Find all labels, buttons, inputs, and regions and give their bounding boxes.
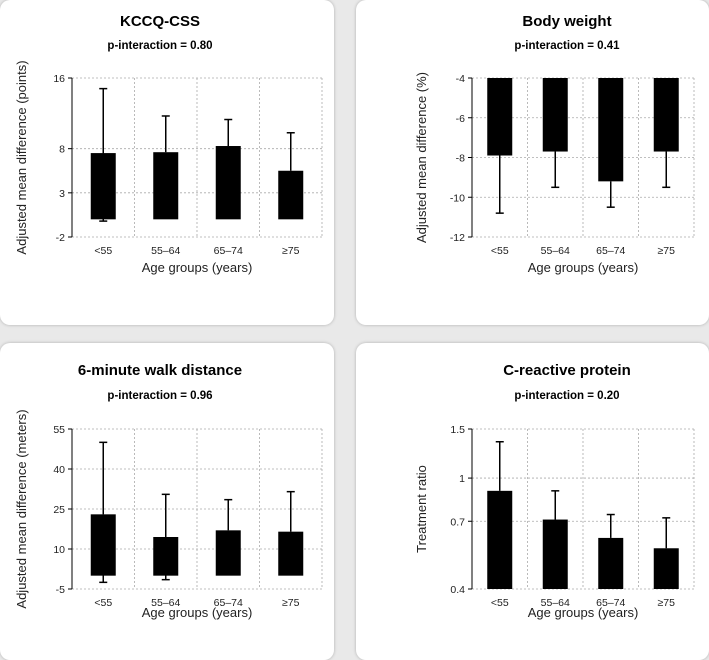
bar (653, 548, 679, 589)
x-tick-label: 55–64 (151, 245, 180, 257)
chart-svg: C-reactive protein p-interaction = 0.20 0.… (414, 362, 695, 620)
bar (487, 490, 513, 589)
x-axis-label: Age groups (years) (142, 605, 253, 620)
bar (598, 78, 624, 182)
x-tick-label: ≥75 (282, 597, 300, 609)
x-axis-label: Age groups (years) (142, 260, 253, 275)
chart-panel-body-weight: Body weight p-interaction = 0.41 -4 -6 -8 -10… (356, 0, 709, 325)
chart-panel-6mwd: 6-minute walk distance p-interaction = 0.… (0, 343, 334, 660)
x-tick-label: 55–64 (151, 597, 180, 609)
y-axis-label: Adjusted mean difference (meters) (14, 409, 29, 608)
y-axis-label: Adjusted mean difference (points) (14, 60, 29, 254)
x-axis-label: Age groups (years) (528, 260, 639, 275)
x-tick-label: 65–74 (596, 597, 625, 609)
x-tick-label: 65–74 (214, 245, 243, 257)
y-tick-label: -4 (456, 73, 465, 85)
bar (153, 152, 179, 220)
chart-title: 6-minute walk distance (78, 362, 242, 379)
x-tick-label: 55–64 (541, 597, 570, 609)
y-tick-label: 3 (59, 188, 65, 200)
y-tick-label: -8 (456, 153, 465, 165)
chart-svg: KCCQ-CSS p-interaction = 0.80 -2 3 8 16 <55 55–… (14, 13, 323, 275)
bar (215, 530, 241, 576)
bar (215, 146, 241, 220)
x-tick-label: <55 (491, 597, 509, 609)
y-tick-label: 10 (53, 544, 65, 556)
x-tick-label: ≥75 (658, 597, 676, 609)
y-tick-label: -2 (56, 232, 65, 244)
y-axis-label: Treatment ratio (414, 465, 429, 553)
x-tick-label: <55 (94, 245, 112, 257)
chart-subtitle: p-interaction = 0.41 (514, 40, 620, 52)
y-tick-label: -12 (450, 232, 465, 244)
y-tick-label: 25 (53, 504, 65, 516)
chart-svg: 6-minute walk distance p-interaction = 0.… (14, 362, 323, 620)
chart-subtitle: p-interaction = 0.80 (107, 40, 212, 52)
y-tick-label: 8 (59, 144, 65, 156)
x-tick-label: <55 (94, 597, 112, 609)
chart-panel-crp: C-reactive protein p-interaction = 0.20 0.… (356, 343, 709, 660)
bar (542, 519, 568, 589)
x-tick-label: ≥75 (658, 245, 676, 257)
x-tick-label: <55 (491, 245, 509, 257)
y-axis-label: Adjusted mean difference (%) (414, 72, 429, 243)
bar (653, 78, 679, 152)
chart-panel-kccq: KCCQ-CSS p-interaction = 0.80 -2 3 8 16 <55 55–… (0, 0, 334, 325)
x-tick-label: 55–64 (541, 245, 570, 257)
chart-svg: Body weight p-interaction = 0.41 -4 -6 -8 -10… (414, 13, 695, 275)
y-tick-label: 55 (53, 424, 65, 436)
y-tick-label: -10 (450, 192, 465, 204)
chart-title: Body weight (522, 13, 611, 30)
chart-title: C-reactive protein (503, 362, 631, 379)
y-tick-label: 16 (53, 73, 65, 85)
x-tick-label: 65–74 (214, 597, 243, 609)
y-tick-label: 1 (459, 473, 465, 485)
y-tick-label: 1.5 (450, 424, 465, 436)
y-tick-label: -5 (56, 584, 65, 596)
y-tick-label: 40 (53, 464, 65, 476)
bar (278, 531, 304, 576)
chart-subtitle: p-interaction = 0.20 (514, 390, 619, 402)
x-tick-label: 65–74 (596, 245, 625, 257)
bar (598, 537, 624, 589)
bar (487, 78, 513, 156)
bar (278, 170, 304, 220)
y-tick-label: 0.7 (450, 516, 465, 528)
x-tick-label: ≥75 (282, 245, 300, 257)
y-tick-label: 0.4 (450, 584, 465, 596)
y-tick-label: -6 (456, 113, 465, 125)
chart-title: KCCQ-CSS (120, 13, 200, 30)
x-axis-label: Age groups (years) (528, 605, 639, 620)
bar (542, 78, 568, 152)
chart-subtitle: p-interaction = 0.96 (107, 390, 212, 402)
